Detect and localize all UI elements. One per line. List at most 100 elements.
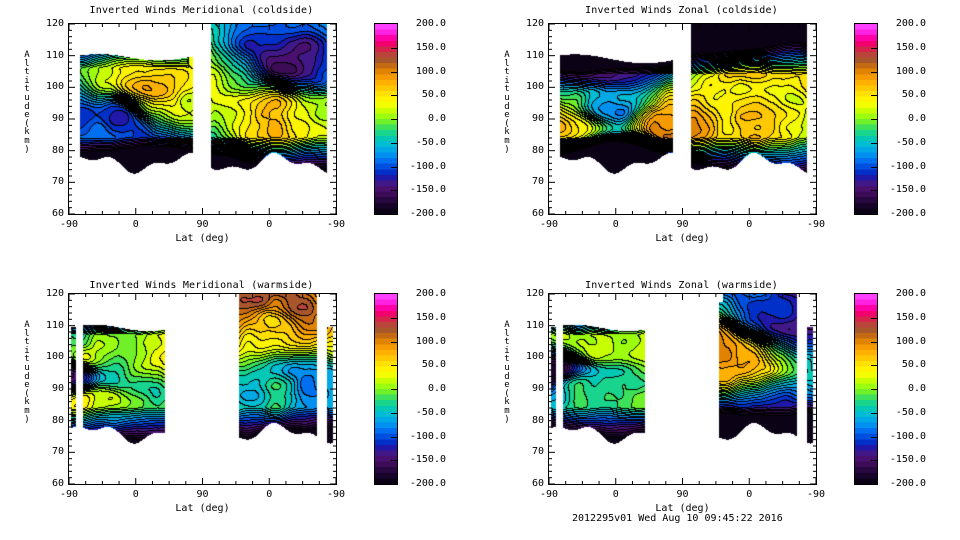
colorbar-tick-label: 50.0 bbox=[901, 89, 926, 101]
x-tick-label: -90 bbox=[539, 219, 559, 230]
colorbar-tick-mark bbox=[391, 365, 397, 367]
colorbar-tick-mark bbox=[871, 166, 877, 168]
y-axis-label-char: e bbox=[504, 110, 510, 121]
colorbar-tick-mark bbox=[871, 119, 877, 120]
y-tick-label: 70 bbox=[531, 446, 544, 458]
y-tick-label: 70 bbox=[51, 176, 64, 188]
y-tick-label: 60 bbox=[51, 478, 64, 489]
colorbar-tick-label: 50.0 bbox=[901, 359, 926, 371]
x-tick-label: -90 bbox=[59, 219, 79, 230]
x-tick-label: -90 bbox=[539, 489, 559, 500]
y-axis-label-char: k bbox=[24, 397, 30, 408]
x-axis-label: Lat (deg) bbox=[175, 233, 230, 244]
colorbar-tick-mark bbox=[391, 166, 397, 168]
contour-field bbox=[549, 294, 816, 484]
colorbar-tick-label: -150.0 bbox=[889, 454, 926, 466]
colorbar-tick-label: 150.0 bbox=[415, 41, 446, 53]
colorbar-tick-mark bbox=[391, 389, 397, 390]
colorbar-tick-label: -50.0 bbox=[415, 136, 446, 148]
plot-area bbox=[68, 23, 337, 215]
x-tick-label: -90 bbox=[326, 489, 346, 500]
y-tick-label: 70 bbox=[531, 176, 544, 188]
y-axis-label-char: i bbox=[24, 75, 30, 86]
y-axis-label-char: ) bbox=[24, 144, 30, 155]
colorbar-tick-mark bbox=[871, 142, 877, 144]
y-tick-label: 90 bbox=[51, 113, 64, 124]
colorbar-tick-label: 150.0 bbox=[895, 41, 926, 53]
y-tick-label: 110 bbox=[45, 319, 64, 331]
y-axis-label-char: i bbox=[24, 345, 30, 356]
y-axis-label-char: A bbox=[24, 320, 30, 330]
y-tick-label: 100 bbox=[525, 351, 544, 363]
x-axis-label: Lat (deg) bbox=[655, 503, 710, 514]
contour-field bbox=[549, 24, 816, 214]
colorbar-tick-label: -50.0 bbox=[895, 406, 926, 418]
colorbar-tick-mark bbox=[391, 412, 397, 414]
y-tick-label: 60 bbox=[531, 208, 544, 219]
colorbar-tick-mark bbox=[391, 460, 397, 462]
y-tick-label: 110 bbox=[45, 49, 64, 61]
y-tick-label: 80 bbox=[531, 144, 544, 156]
y-tick-label: 60 bbox=[531, 478, 544, 489]
colorbar-tick-mark bbox=[871, 95, 877, 97]
colorbar-tick-mark bbox=[391, 142, 397, 144]
y-axis-label-char: k bbox=[24, 127, 30, 138]
y-axis-label-char: d bbox=[24, 371, 30, 382]
y-axis-label-char: e bbox=[24, 380, 30, 391]
y-tick-label: 80 bbox=[51, 414, 64, 426]
y-axis-label-char: m bbox=[504, 135, 510, 146]
y-axis-label-char: k bbox=[504, 127, 510, 138]
y-tick-label: 100 bbox=[525, 81, 544, 93]
panel-title: Inverted Winds Zonal (warmside) bbox=[585, 280, 778, 291]
x-tick-label: 0 bbox=[266, 219, 273, 230]
colorbar-tick-mark bbox=[871, 389, 877, 390]
colorbar-tick-label: -200.0 bbox=[889, 208, 926, 219]
x-tick-label: -90 bbox=[59, 489, 79, 500]
colorbar-tick-mark bbox=[391, 436, 397, 438]
y-axis-label-char: t bbox=[504, 84, 510, 95]
y-axis-label-char: m bbox=[504, 405, 510, 416]
colorbar-tick-mark bbox=[391, 341, 397, 343]
colorbar-tick-label: 0.0 bbox=[907, 113, 926, 124]
y-axis-label-char: m bbox=[24, 405, 30, 416]
y-axis-label-char: l bbox=[24, 58, 30, 69]
colorbar-tick-label: 100.0 bbox=[895, 65, 926, 77]
y-axis-label-char: ( bbox=[504, 388, 510, 399]
colorbar-tick-label: 150.0 bbox=[415, 311, 446, 323]
colorbar-tick-label: 150.0 bbox=[895, 311, 926, 323]
y-tick-label: 80 bbox=[531, 414, 544, 426]
x-tick-label: 0 bbox=[746, 489, 753, 500]
x-tick-label: 90 bbox=[196, 489, 209, 500]
y-axis-label-char: u bbox=[24, 92, 30, 103]
colorbar-tick-mark bbox=[871, 412, 877, 414]
colorbar-tick-label: -200.0 bbox=[409, 478, 446, 489]
contour-field bbox=[69, 24, 336, 214]
colorbar-tick-label: 0.0 bbox=[427, 113, 446, 124]
y-tick-label: 110 bbox=[525, 319, 544, 331]
colorbar-tick-mark bbox=[871, 47, 877, 49]
plot-area bbox=[548, 293, 817, 485]
colorbar-tick-mark bbox=[391, 95, 397, 97]
timestamp-footer: 2012295v01 Wed Aug 10 09:45:22 2016 bbox=[572, 513, 783, 524]
colorbar-tick-label: -100.0 bbox=[409, 430, 446, 442]
y-axis-label-char: k bbox=[504, 397, 510, 408]
x-tick-label: 0 bbox=[612, 219, 619, 230]
y-axis-label-char: ( bbox=[24, 118, 30, 129]
y-tick-label: 120 bbox=[525, 288, 544, 299]
y-tick-label: 90 bbox=[51, 383, 64, 394]
y-axis-label-char: l bbox=[504, 58, 510, 69]
y-tick-label: 100 bbox=[45, 81, 64, 93]
y-axis-label-char: t bbox=[504, 67, 510, 78]
colorbar-tick-label: 200.0 bbox=[415, 288, 446, 299]
y-axis-label-char: d bbox=[24, 101, 30, 112]
y-tick-label: 90 bbox=[531, 383, 544, 394]
y-tick-label: 70 bbox=[51, 446, 64, 458]
y-axis-label-char: l bbox=[24, 328, 30, 339]
y-tick-label: 100 bbox=[45, 351, 64, 363]
colorbar-tick-mark bbox=[391, 119, 397, 120]
y-axis-label-char: ) bbox=[504, 144, 510, 155]
panel-title: Inverted Winds Meridional (warmside) bbox=[89, 280, 314, 291]
